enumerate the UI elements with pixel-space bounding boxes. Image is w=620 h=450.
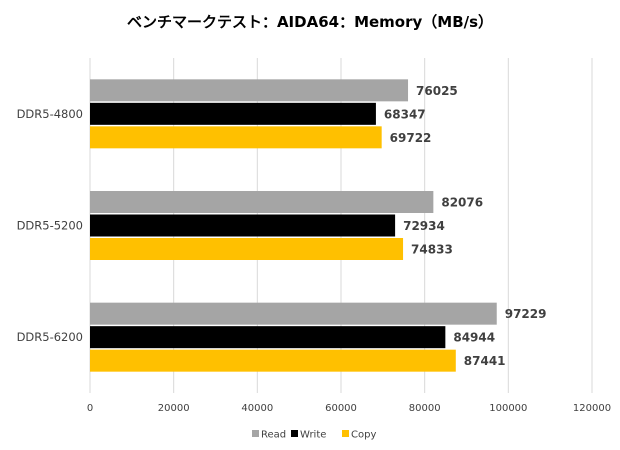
bar-read (90, 302, 497, 325)
x-tick-label: 80000 (409, 403, 441, 414)
legend-swatch-read (252, 430, 259, 437)
data-label: 84944 (453, 331, 495, 345)
legend: Read Write Copy (252, 430, 376, 441)
category-label: DDR5-6200 (17, 330, 83, 344)
bar-write (90, 326, 446, 349)
category-label: DDR5-4800 (17, 107, 83, 121)
data-label: 68347 (384, 107, 426, 121)
data-label: 69722 (390, 131, 432, 145)
legend-swatch-copy (342, 430, 349, 437)
data-label: 72934 (403, 219, 445, 233)
x-tick-label: 120000 (573, 403, 611, 414)
bar-write (90, 102, 376, 125)
x-tick-labels: 0 20000 40000 60000 80000 100000 120000 (87, 403, 611, 414)
category-labels: DDR5-4800 DDR5-5200 DDR5-6200 (17, 107, 83, 344)
x-tick-label: 100000 (489, 403, 527, 414)
legend-label: Write (300, 430, 326, 441)
data-label: 74833 (411, 243, 453, 257)
legend-label: Read (261, 430, 286, 441)
bar-read (90, 191, 434, 213)
bar-copy (90, 238, 404, 260)
bar-copy (90, 349, 456, 372)
data-label: 87441 (464, 354, 506, 368)
x-tick-label: 0 (87, 403, 93, 414)
chart-title: ベンチマークテスト：AIDA64：Memory（MB/s） (127, 13, 493, 31)
bars (90, 79, 497, 372)
legend-label: Copy (351, 430, 376, 441)
legend-swatch-write (291, 430, 298, 437)
x-tick-label: 40000 (241, 403, 273, 414)
data-label: 97229 (505, 307, 547, 321)
data-label: 76025 (416, 84, 458, 98)
data-labels: 76025 68347 69722 82076 72934 74833 97229 84944… (384, 84, 547, 368)
x-tick-label: 20000 (158, 403, 190, 414)
x-tick-label: 60000 (325, 403, 357, 414)
bar-read (90, 79, 409, 102)
bar-copy (90, 126, 382, 149)
category-label: DDR5-5200 (17, 219, 83, 233)
bar-write (90, 214, 396, 237)
data-label: 82076 (441, 196, 483, 210)
